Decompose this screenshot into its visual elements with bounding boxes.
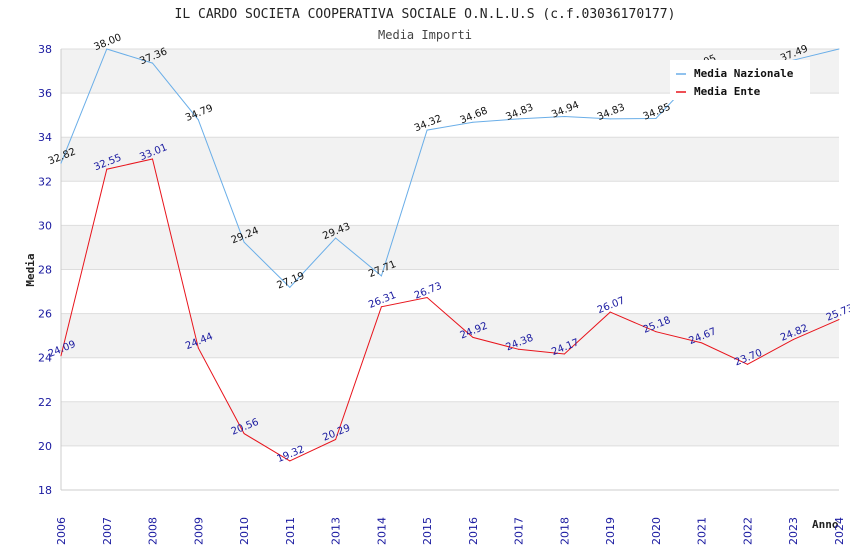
plot-band <box>61 269 839 314</box>
data-point <box>289 460 291 462</box>
data-point <box>472 121 474 123</box>
x-tick-label: 2009 <box>192 517 205 545</box>
plot-band <box>61 181 839 226</box>
y-tick-label: 20 <box>38 440 52 453</box>
data-point <box>243 433 245 435</box>
x-tick-label: 2020 <box>650 517 663 545</box>
plot-band <box>61 93 839 138</box>
x-axis-ticks: 2006 2007 2008 2009 2010 2011 2013 2014 2015 2016… <box>55 517 846 545</box>
data-point <box>518 348 520 350</box>
y-tick-label: 24 <box>38 352 52 365</box>
y-tick-label: 38 <box>38 43 52 56</box>
legend-label-media-ente: Media Ente <box>694 85 761 98</box>
data-point <box>152 158 154 160</box>
plot-band <box>61 401 839 446</box>
y-tick-label: 30 <box>38 219 52 232</box>
plot-background <box>61 49 839 490</box>
legend: Media Nazionale Media Ente <box>670 60 810 100</box>
data-point <box>838 319 840 321</box>
plot-band <box>61 357 839 402</box>
y-tick-label: 22 <box>38 396 52 409</box>
data-point <box>106 168 108 170</box>
data-point <box>380 306 382 308</box>
legend-label-media-nazionale: Media Nazionale <box>694 67 794 80</box>
data-point <box>472 336 474 338</box>
data-point <box>426 297 428 299</box>
x-tick-label: 2008 <box>147 517 160 545</box>
y-tick-label: 18 <box>38 484 52 497</box>
plot-band <box>61 313 839 358</box>
plot-band <box>61 137 839 182</box>
chart-subtitle: Media Importi <box>378 28 472 42</box>
x-tick-label: 2021 <box>696 517 709 545</box>
data-point <box>380 275 382 277</box>
x-tick-label: 2014 <box>375 517 388 545</box>
data-point <box>152 62 154 64</box>
y-tick-label: 28 <box>38 264 52 277</box>
x-tick-label: 2023 <box>787 517 800 545</box>
y-tick-label: 32 <box>38 175 52 188</box>
chart-title: IL CARDO SOCIETA COOPERATIVA SOCIALE O.N… <box>175 7 676 22</box>
y-axis-ticks: 18 20 22 24 26 28 30 32 34 36 38 <box>38 43 52 497</box>
data-point <box>60 162 62 164</box>
data-point <box>335 237 337 239</box>
data-point <box>197 119 199 121</box>
data-point <box>60 355 62 357</box>
data-point <box>792 339 794 341</box>
plot-band <box>61 225 839 270</box>
y-tick-label: 34 <box>38 131 52 144</box>
data-point <box>746 363 748 365</box>
x-tick-label: 2016 <box>467 517 480 545</box>
x-tick-label: 2024 <box>833 517 846 545</box>
data-point <box>609 118 611 120</box>
x-tick-label: 2006 <box>55 517 68 545</box>
data-point <box>563 115 565 117</box>
data-point <box>655 331 657 333</box>
data-point <box>563 353 565 355</box>
legend-box <box>670 60 810 100</box>
x-tick-label: 2010 <box>238 517 251 545</box>
data-point <box>655 117 657 119</box>
series-line-media-ente <box>60 158 840 462</box>
x-tick-label: 2015 <box>421 517 434 545</box>
x-tick-label: 2019 <box>604 517 617 545</box>
y-tick-label: 36 <box>38 87 52 100</box>
x-tick-label: 2007 <box>101 517 114 545</box>
data-point <box>426 129 428 131</box>
data-point <box>609 311 611 313</box>
data-point <box>289 286 291 288</box>
x-tick-label: 2018 <box>558 517 571 545</box>
data-point <box>335 439 337 441</box>
x-tick-label: 2013 <box>330 517 343 545</box>
x-tick-label: 2011 <box>284 517 297 545</box>
x-axis-label: Anno <box>812 518 839 531</box>
plot-band <box>61 445 839 490</box>
data-point <box>243 241 245 243</box>
x-tick-label: 2017 <box>513 517 526 545</box>
data-point <box>106 48 108 50</box>
data-point <box>838 48 840 50</box>
data-point <box>701 342 703 344</box>
data-point <box>518 118 520 120</box>
y-tick-label: 26 <box>38 308 52 321</box>
x-tick-label: 2022 <box>741 517 754 545</box>
data-point <box>197 347 199 349</box>
y-axis-label: Media <box>24 253 37 286</box>
